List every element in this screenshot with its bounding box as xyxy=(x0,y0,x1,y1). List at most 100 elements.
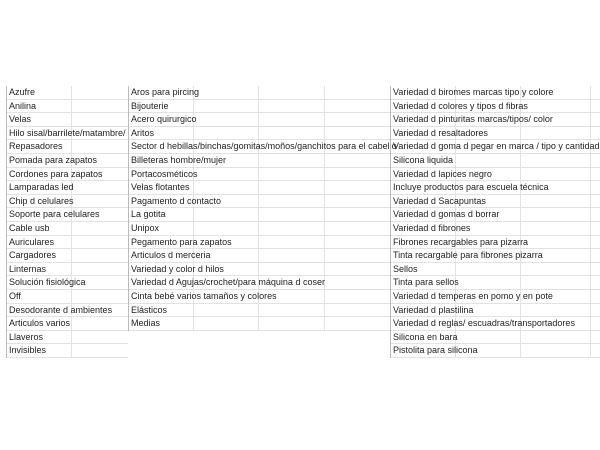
table-row[interactable]: Anilina xyxy=(6,100,128,114)
cell-text: Sellos xyxy=(393,263,418,274)
cell-text: Variedad d resaltadores xyxy=(393,127,488,138)
cell-text: Tinta para sellos xyxy=(393,277,459,288)
table-row[interactable]: Silicona en bara xyxy=(390,331,600,345)
table-row[interactable]: Elásticos xyxy=(128,304,390,318)
cell-text: Variedad d Sacapuntas xyxy=(393,195,486,206)
cell-text: Articulos d merceria xyxy=(131,250,211,261)
table-row[interactable]: Variedad d plastilina xyxy=(390,304,600,318)
table-row[interactable]: Pistolita para silicona xyxy=(390,344,600,358)
table-row[interactable]: Variedad d reglas/ escuadras/transportad… xyxy=(390,317,600,331)
table-row[interactable]: Variedad d pinturitas marcas/tipos/ colo… xyxy=(390,113,600,127)
cell-text: La gotita xyxy=(131,209,166,220)
table-row[interactable]: Auriculares xyxy=(6,236,128,250)
table-row[interactable]: Variedad y color d hilos xyxy=(128,263,390,277)
table-row[interactable]: Velas flotantes xyxy=(128,181,390,195)
gridline xyxy=(520,86,521,358)
table-row[interactable]: Aritos xyxy=(128,127,390,141)
cell-text: Portacosméticos xyxy=(131,168,198,179)
product-list-middle: Aros para pircing Bijouterie Acero quirurg… xyxy=(128,86,397,331)
cell-text: Billeteras hombre/mujer xyxy=(131,154,227,165)
table-row[interactable]: Variedad d Sacapuntas xyxy=(390,195,600,209)
cell-text: Solución fisiológica xyxy=(9,277,86,288)
table-row[interactable]: Portacosméticos xyxy=(128,168,390,182)
table-row[interactable]: Variedad d biromes marcas tipo y colore xyxy=(390,86,600,100)
table-row[interactable]: Pomada para zapatos xyxy=(6,154,128,168)
cell-text: Variedad d goma d pegar en marca / tipo … xyxy=(393,141,600,152)
cell-text: Sector d hebillas/binchas/gomitas/moños/… xyxy=(131,141,397,152)
table-row[interactable]: Cargadores xyxy=(6,249,128,263)
cell-text: Acero quirurgico xyxy=(131,114,197,125)
table-row[interactable]: Acero quirurgico xyxy=(128,113,390,127)
column-divider xyxy=(390,86,391,358)
cell-text: Variedad d reglas/ escuadras/transportad… xyxy=(393,318,575,329)
table-row[interactable]: Pagamento d contacto xyxy=(128,195,390,209)
table-row[interactable]: Repasadores xyxy=(6,140,128,154)
table-row[interactable]: Sector d hebillas/binchas/gomitas/moños/… xyxy=(128,140,397,154)
table-row[interactable]: Invisibles xyxy=(6,344,128,358)
table-row[interactable]: Variedad d resaltadores xyxy=(390,127,600,141)
table-row[interactable]: Cable usb xyxy=(6,222,128,236)
cell-text: Aros para pircing xyxy=(131,87,200,97)
table-row[interactable]: Soporte para celulares xyxy=(6,208,128,222)
cell-text: Variedad d gomas d borrar xyxy=(393,209,500,220)
cell-text: Pistolita para silicona xyxy=(393,345,478,356)
cell-text: Repasadores xyxy=(9,141,63,152)
table-row[interactable]: Medias xyxy=(128,317,390,331)
cell-text: Cinta bebé varios tamaños y colores xyxy=(131,290,277,301)
table-row[interactable]: Linternas xyxy=(6,263,128,277)
table-row[interactable]: Incluye productos para escuela técnica xyxy=(390,181,600,195)
cell-text: Variedad d lapices negro xyxy=(393,168,492,179)
table-row[interactable]: Variedad d fibrones xyxy=(390,222,600,236)
table-row[interactable]: Azufre xyxy=(6,86,128,100)
table-row[interactable]: Variedad d goma d pegar en marca / tipo … xyxy=(390,140,600,154)
cell-text: Llaveros xyxy=(9,331,44,342)
table-row[interactable]: Sellos xyxy=(390,263,600,277)
table-row[interactable]: Articulos varios xyxy=(6,317,128,331)
cell-text: Variedad d temperas en pomo y en pote xyxy=(393,290,553,301)
gridline xyxy=(71,86,72,358)
table-row[interactable]: Variedad d lapices negro xyxy=(390,168,600,182)
table-row[interactable]: Llaveros xyxy=(6,331,128,345)
table-row[interactable]: Off xyxy=(6,290,128,304)
cell-text: Incluye productos para escuela técnica xyxy=(393,182,549,193)
table-row[interactable]: Lamparadas led xyxy=(6,181,128,195)
cell-text: Variedad d biromes marcas tipo y colore xyxy=(393,87,554,97)
cell-text: Azufre xyxy=(9,87,36,97)
table-row[interactable]: Desodorante d ambientes xyxy=(6,304,128,318)
table-row[interactable]: Solución fisiológica xyxy=(6,276,128,290)
table-row[interactable]: Variedad d Agujas/crochet/para máquina d… xyxy=(128,276,390,290)
table-row[interactable]: Pegamento para zapatos xyxy=(128,236,390,250)
cell-text: Variedad y color d hilos xyxy=(131,263,224,274)
table-row[interactable]: Chip d celulares xyxy=(6,195,128,209)
table-row[interactable]: La gotita xyxy=(128,208,390,222)
cell-text: Auriculares xyxy=(9,236,55,247)
table-row[interactable]: Fibrones recargables para pizarra xyxy=(390,236,600,250)
table-row[interactable]: Aros para pircing xyxy=(128,86,390,100)
table-row[interactable]: Variedad d temperas en pomo y en pote xyxy=(390,290,600,304)
table-row[interactable]: Billeteras hombre/mujer xyxy=(128,154,390,168)
gridline xyxy=(193,86,194,331)
cell-text: Bijouterie xyxy=(131,100,169,111)
table-row[interactable]: Silicona liquida xyxy=(390,154,600,168)
gridline xyxy=(324,86,325,331)
cell-text: Invisibles xyxy=(9,345,47,356)
table-row[interactable]: Variedad d gomas d borrar xyxy=(390,208,600,222)
table-row[interactable]: Cinta bebé varios tamaños y colores xyxy=(128,290,390,304)
table-row[interactable]: Tinta para sellos xyxy=(390,276,600,290)
table-row[interactable]: Hilo sisal/barrilete/matambre/ xyxy=(6,127,128,141)
cell-text: Articulos varios xyxy=(9,318,71,329)
cell-text: Tinta recargable para fibrones pizarra xyxy=(393,250,543,261)
table-row[interactable]: Bijouterie xyxy=(128,100,390,114)
table-row[interactable]: Unipox xyxy=(128,222,390,236)
table-row[interactable]: Velas xyxy=(6,113,128,127)
table-row[interactable]: Cordones para zapatos xyxy=(6,168,128,182)
cell-text: Cargadores xyxy=(9,250,57,261)
table-row[interactable]: Tinta recargable para fibrones pizarra xyxy=(390,249,600,263)
cell-text: Silicona liquida xyxy=(393,154,454,165)
table-row[interactable]: Articulos d merceria xyxy=(128,249,390,263)
cell-text: Velas flotantes xyxy=(131,182,190,193)
cell-text: Elásticos xyxy=(131,304,168,315)
column-divider xyxy=(128,86,129,331)
table-row[interactable]: Variedad d colores y tipos d fibras xyxy=(390,100,600,114)
cell-text: Anilina xyxy=(9,100,37,111)
